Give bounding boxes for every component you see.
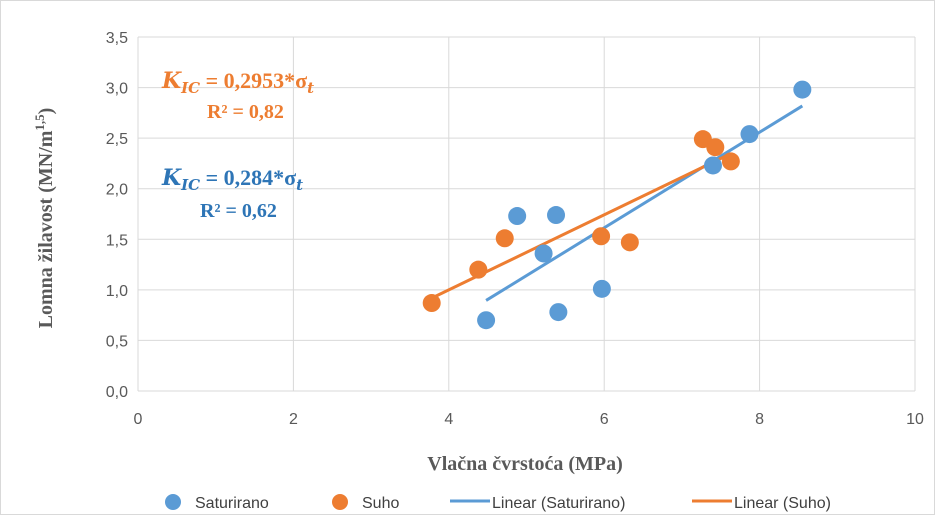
- y-axis-title-sup: 1,5: [32, 114, 47, 131]
- y-axis-title-end: ): [35, 108, 57, 115]
- x-tick-label: 8: [755, 411, 764, 428]
- gridlines: [137, 36, 916, 392]
- y-axis-title: Lomna žilavost (MN/m1,5): [32, 108, 57, 329]
- eq-suho-rhs: = 0,2953*σ: [200, 68, 307, 93]
- eq-sat-subscript: IC: [180, 176, 200, 194]
- data-point-saturirano: [740, 125, 759, 144]
- y-tick-label: 3,0: [106, 81, 128, 98]
- r2-suho: R² = 0,82: [207, 101, 284, 123]
- x-axis-title: Vlačna čvrstoća (MPa): [427, 453, 623, 475]
- y-tick-label: 2,5: [106, 131, 128, 148]
- legend: Saturirano Suho Linear (Saturirano) Line…: [165, 494, 831, 512]
- x-tick-label: 0: [134, 411, 143, 428]
- y-axis-ticks: 0,0 0,5 1,0 1,5 2,0 2,5 3,0 3,5: [106, 30, 128, 401]
- data-point-suho: [469, 260, 488, 279]
- data-point-saturirano: [793, 80, 812, 99]
- y-axis-title-main: Lomna žilavost (MN/m: [35, 130, 57, 328]
- legend-suho-marker: [332, 494, 348, 510]
- legend-suho-label: Suho: [362, 495, 399, 512]
- legend-saturirano-label: Saturirano: [195, 495, 269, 512]
- data-point-saturirano: [477, 311, 496, 330]
- legend-linear-saturirano-label: Linear (Saturirano): [492, 495, 625, 512]
- y-tick-label: 1,5: [106, 232, 128, 249]
- equation-saturirano: KIC = 0,284*σt: [161, 165, 303, 194]
- eq-suho-subscript: IC: [180, 79, 200, 97]
- y-tick-label: 1,0: [106, 283, 128, 300]
- legend-saturirano-marker: [165, 494, 181, 510]
- y-tick-label: 2,0: [106, 182, 128, 199]
- data-points: [422, 80, 812, 330]
- y-tick-label: 0,5: [106, 333, 128, 350]
- r2-saturirano: R² = 0,62: [200, 200, 277, 222]
- legend-linear-suho-label: Linear (Suho): [734, 495, 831, 512]
- x-axis-ticks: 0 2 4 6 8 10: [134, 411, 924, 428]
- y-tick-label: 0,0: [106, 384, 128, 401]
- eq-sat-rhs: = 0,284*σ: [200, 165, 296, 190]
- equation-suho: KIC = 0,2953*σt: [161, 68, 314, 97]
- eq-sat-symbol: K: [161, 165, 182, 191]
- data-point-suho: [422, 294, 441, 313]
- data-point-saturirano: [592, 279, 611, 298]
- x-tick-label: 10: [906, 411, 924, 428]
- eq-suho-rhs-subscript: t: [307, 79, 314, 97]
- data-point-saturirano: [549, 303, 568, 322]
- x-tick-label: 2: [289, 411, 298, 428]
- data-point-saturirano: [703, 156, 722, 175]
- data-point-suho: [495, 229, 514, 248]
- data-point-suho: [592, 227, 611, 246]
- data-point-suho: [721, 152, 740, 171]
- eq-suho-symbol: K: [161, 68, 182, 94]
- data-point-saturirano: [534, 244, 553, 263]
- x-tick-label: 6: [600, 411, 609, 428]
- data-point-suho: [620, 233, 639, 252]
- data-point-suho: [706, 138, 725, 157]
- data-point-saturirano: [547, 206, 566, 225]
- y-tick-label: 3,5: [106, 30, 128, 47]
- eq-sat-rhs-subscript: t: [296, 176, 303, 194]
- x-tick-label: 4: [444, 411, 453, 428]
- data-point-saturirano: [508, 207, 527, 226]
